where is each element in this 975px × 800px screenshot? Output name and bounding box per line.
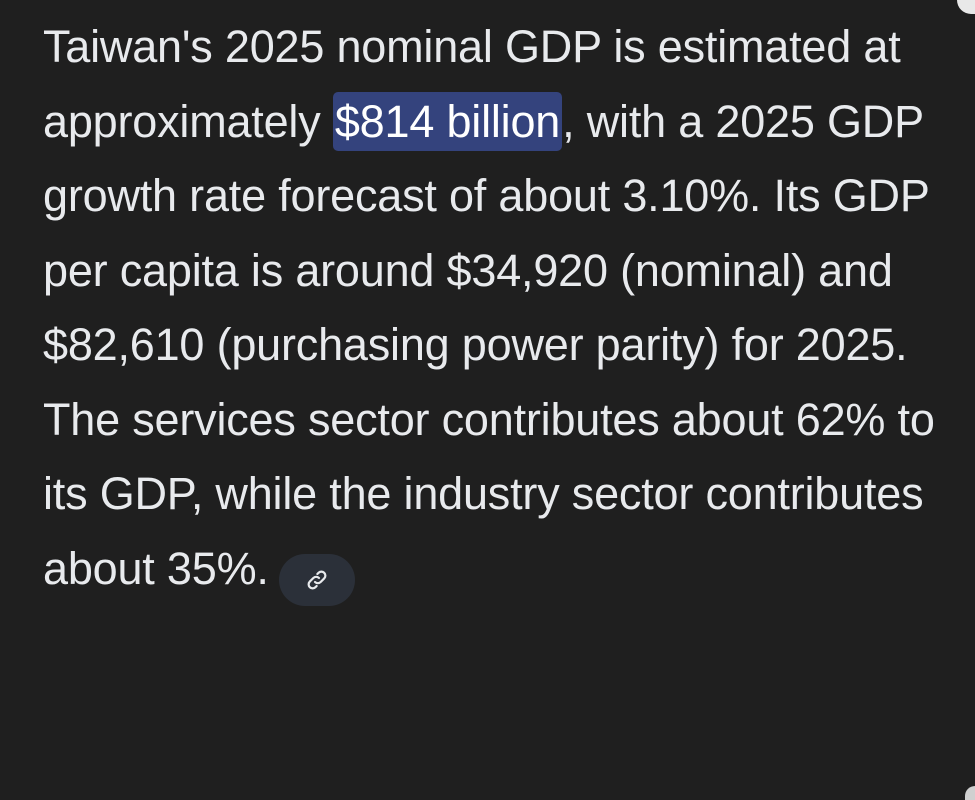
window-corner-top — [957, 0, 975, 14]
answer-text-before: Taiwan's 2025 nominal GDP is estimated a… — [43, 21, 901, 147]
highlighted-figure[interactable]: $814 billion — [332, 91, 563, 151]
answer-paragraph: Taiwan's 2025 nominal GDP is estimated a… — [43, 10, 943, 606]
window-corner-bottom — [965, 786, 975, 800]
answer-text-after: , with a 2025 GDP growth rate forecast o… — [43, 95, 935, 594]
source-link-button[interactable] — [278, 553, 355, 606]
link-icon — [307, 570, 327, 589]
